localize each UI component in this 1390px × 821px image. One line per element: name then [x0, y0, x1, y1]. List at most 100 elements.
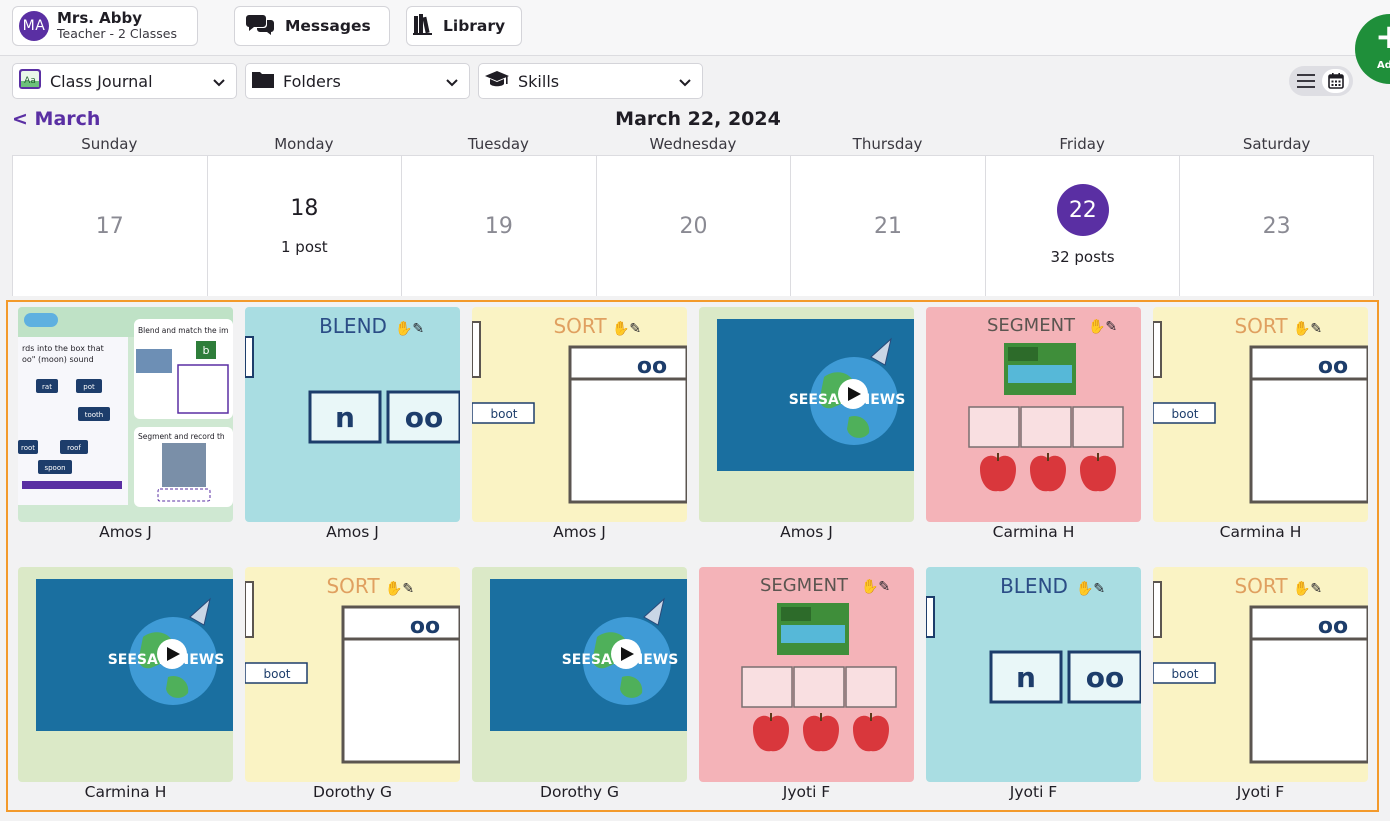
activity-thumbnail-image: SEGMENT ✋✎: [699, 567, 914, 782]
post-thumbnail-blend[interactable]: BLEND ✋✎ n oo: [245, 307, 460, 522]
weekday-label: Wednesday: [649, 135, 737, 153]
post-student-name[interactable]: Carmina H: [84, 783, 167, 801]
svg-text:✋✎: ✋✎: [1293, 580, 1322, 597]
plus-icon: +: [1375, 17, 1390, 57]
list-view-button[interactable]: [1293, 69, 1319, 93]
day-cell-19[interactable]: 19: [401, 156, 596, 296]
journal-dropdown[interactable]: Aa Class Journal: [12, 63, 237, 99]
calendar-view-button[interactable]: [1322, 69, 1349, 93]
post-card[interactable]: rds into the box that oo" (moon) sound r…: [18, 307, 233, 541]
post-student-name[interactable]: Jyoti F: [1009, 783, 1058, 801]
video-thumbnail-image: SEESAW NEWS: [699, 307, 914, 522]
post-card[interactable]: SEESAW NEWS Dorothy G: [472, 567, 687, 801]
day-cell-18[interactable]: 18 1 post: [206, 156, 402, 296]
day-number: 19: [484, 214, 513, 239]
post-card[interactable]: SORT ✋✎ oo boot Jyoti F: [1153, 567, 1368, 801]
svg-text:SORT: SORT: [553, 314, 607, 338]
post-student-name[interactable]: Amos J: [326, 523, 379, 541]
post-student-name[interactable]: Dorothy G: [540, 783, 619, 801]
svg-text:SORT: SORT: [1234, 574, 1288, 598]
svg-text:✋✎: ✋✎: [1293, 320, 1322, 337]
top-bar: MA Mrs. Abby Teacher - 2 Classes Message…: [0, 0, 1390, 84]
add-label: Ad: [1377, 60, 1390, 71]
folders-dropdown-label: Folders: [283, 71, 341, 91]
post-thumbnail-segment[interactable]: SEGMENT ✋✎: [926, 307, 1141, 522]
day-cell-23[interactable]: 23: [1179, 156, 1374, 296]
svg-text:oo: oo: [1318, 354, 1348, 379]
selected-date-title: March 22, 2024: [615, 108, 781, 130]
post-thumbnail-sort[interactable]: SORT ✋✎ oo boot: [245, 567, 460, 782]
post-card[interactable]: SORT ✋✎ oo boot Carmina H: [1153, 307, 1368, 541]
svg-text:n: n: [1016, 661, 1036, 694]
selected-day-number: 22: [1056, 184, 1109, 236]
svg-text:✋✎: ✋✎: [385, 580, 414, 597]
svg-text:Segment and record th: Segment and record th: [138, 432, 225, 441]
day-cell-17[interactable]: 17: [12, 156, 207, 296]
day-cell-22[interactable]: 22 32 posts: [984, 156, 1180, 296]
weekday-header: Sunday Monday Tuesday Wednesday Thursday…: [12, 135, 1374, 153]
calendar-view-icon: [1327, 73, 1344, 89]
post-student-name[interactable]: Amos J: [553, 523, 606, 541]
post-thumbnail-sort[interactable]: SORT ✋✎ oo boot: [1153, 567, 1368, 782]
svg-text:SEGMENT: SEGMENT: [760, 575, 849, 596]
post-thumbnail-segment[interactable]: SEGMENT ✋✎: [699, 567, 914, 782]
svg-text:boot: boot: [263, 667, 290, 681]
class-switcher-button[interactable]: MA Mrs. Abby Teacher - 2 Classes: [12, 6, 198, 46]
view-toggle: [1289, 66, 1353, 96]
chevron-down-icon: [212, 74, 226, 93]
post-thumbnail-activity[interactable]: rds into the box that oo" (moon) sound r…: [18, 307, 233, 522]
weekday-label: Saturday: [1242, 135, 1311, 153]
svg-text:boot: boot: [1171, 407, 1198, 421]
skills-dropdown[interactable]: Skills: [478, 63, 703, 99]
post-card[interactable]: BLEND ✋✎ n oo Amos J: [245, 307, 460, 541]
post-thumbnail-sort[interactable]: SORT ✋✎ oo boot: [472, 307, 687, 522]
post-card[interactable]: SEESAW NEWS Carmina H: [18, 567, 233, 801]
video-thumbnail-image: SEESAW NEWS: [472, 567, 687, 782]
svg-text:boot: boot: [1171, 667, 1198, 681]
post-student-name[interactable]: Jyoti F: [1236, 783, 1285, 801]
library-icon: [413, 13, 433, 39]
post-student-name[interactable]: Amos J: [99, 523, 152, 541]
user-name: Mrs. Abby: [57, 9, 143, 27]
svg-text:SORT: SORT: [1234, 314, 1288, 338]
activity-thumbnail-image: BLEND ✋✎ n oo: [926, 567, 1141, 782]
day-number: 18: [290, 196, 319, 221]
svg-text:n: n: [335, 401, 355, 434]
svg-text:boot: boot: [490, 407, 517, 421]
post-thumbnail-blend[interactable]: BLEND ✋✎ n oo: [926, 567, 1141, 782]
day-number: 17: [95, 214, 124, 239]
folders-dropdown[interactable]: Folders: [245, 63, 470, 99]
post-thumbnail-video[interactable]: SEESAW NEWS: [472, 567, 687, 782]
day-cell-21[interactable]: 21: [790, 156, 985, 296]
day-cell-20[interactable]: 20: [595, 156, 791, 296]
list-view-icon: [1297, 74, 1315, 88]
svg-text:✋✎: ✋✎: [612, 320, 641, 337]
post-card[interactable]: SEESAW NEWS Amos J: [699, 307, 914, 541]
messages-button[interactable]: Messages: [234, 6, 390, 46]
journal-dropdown-label: Class Journal: [50, 71, 153, 91]
post-thumbnail-sort[interactable]: SORT ✋✎ oo boot: [1153, 307, 1368, 522]
activity-thumbnail-image: SORT ✋✎ oo boot: [245, 567, 460, 782]
add-button[interactable]: + Ad: [1355, 14, 1390, 84]
post-student-name[interactable]: Dorothy G: [313, 783, 392, 801]
post-thumbnail-video[interactable]: SEESAW NEWS: [699, 307, 914, 522]
post-card[interactable]: SORT ✋✎ oo boot Amos J: [472, 307, 687, 541]
post-student-name[interactable]: Jyoti F: [782, 783, 831, 801]
previous-month-link[interactable]: < March: [12, 108, 101, 130]
library-button[interactable]: Library: [406, 6, 522, 46]
post-student-name[interactable]: Amos J: [780, 523, 833, 541]
activity-thumbnail-image: SEGMENT ✋✎: [926, 307, 1141, 522]
messages-icon: [245, 12, 275, 40]
post-thumbnail-video[interactable]: SEESAW NEWS: [18, 567, 233, 782]
post-student-name[interactable]: Carmina H: [1219, 523, 1302, 541]
svg-text:oo: oo: [410, 614, 440, 639]
post-card[interactable]: SEGMENT ✋✎ Jyoti F: [699, 567, 914, 801]
post-card[interactable]: SEGMENT ✋✎ Carmina H: [926, 307, 1141, 541]
post-card[interactable]: BLEND ✋✎ n oo Jyoti F: [926, 567, 1141, 801]
svg-text:BLEND: BLEND: [1000, 574, 1068, 598]
activity-thumbnail-image: BLEND ✋✎ n oo: [245, 307, 460, 522]
post-card[interactable]: SORT ✋✎ oo boot Dorothy G: [245, 567, 460, 801]
svg-text:tooth: tooth: [85, 411, 104, 419]
post-student-name[interactable]: Carmina H: [992, 523, 1075, 541]
week-grid: 17 18 1 post 19 20 21 22 32 posts 23: [12, 155, 1374, 296]
